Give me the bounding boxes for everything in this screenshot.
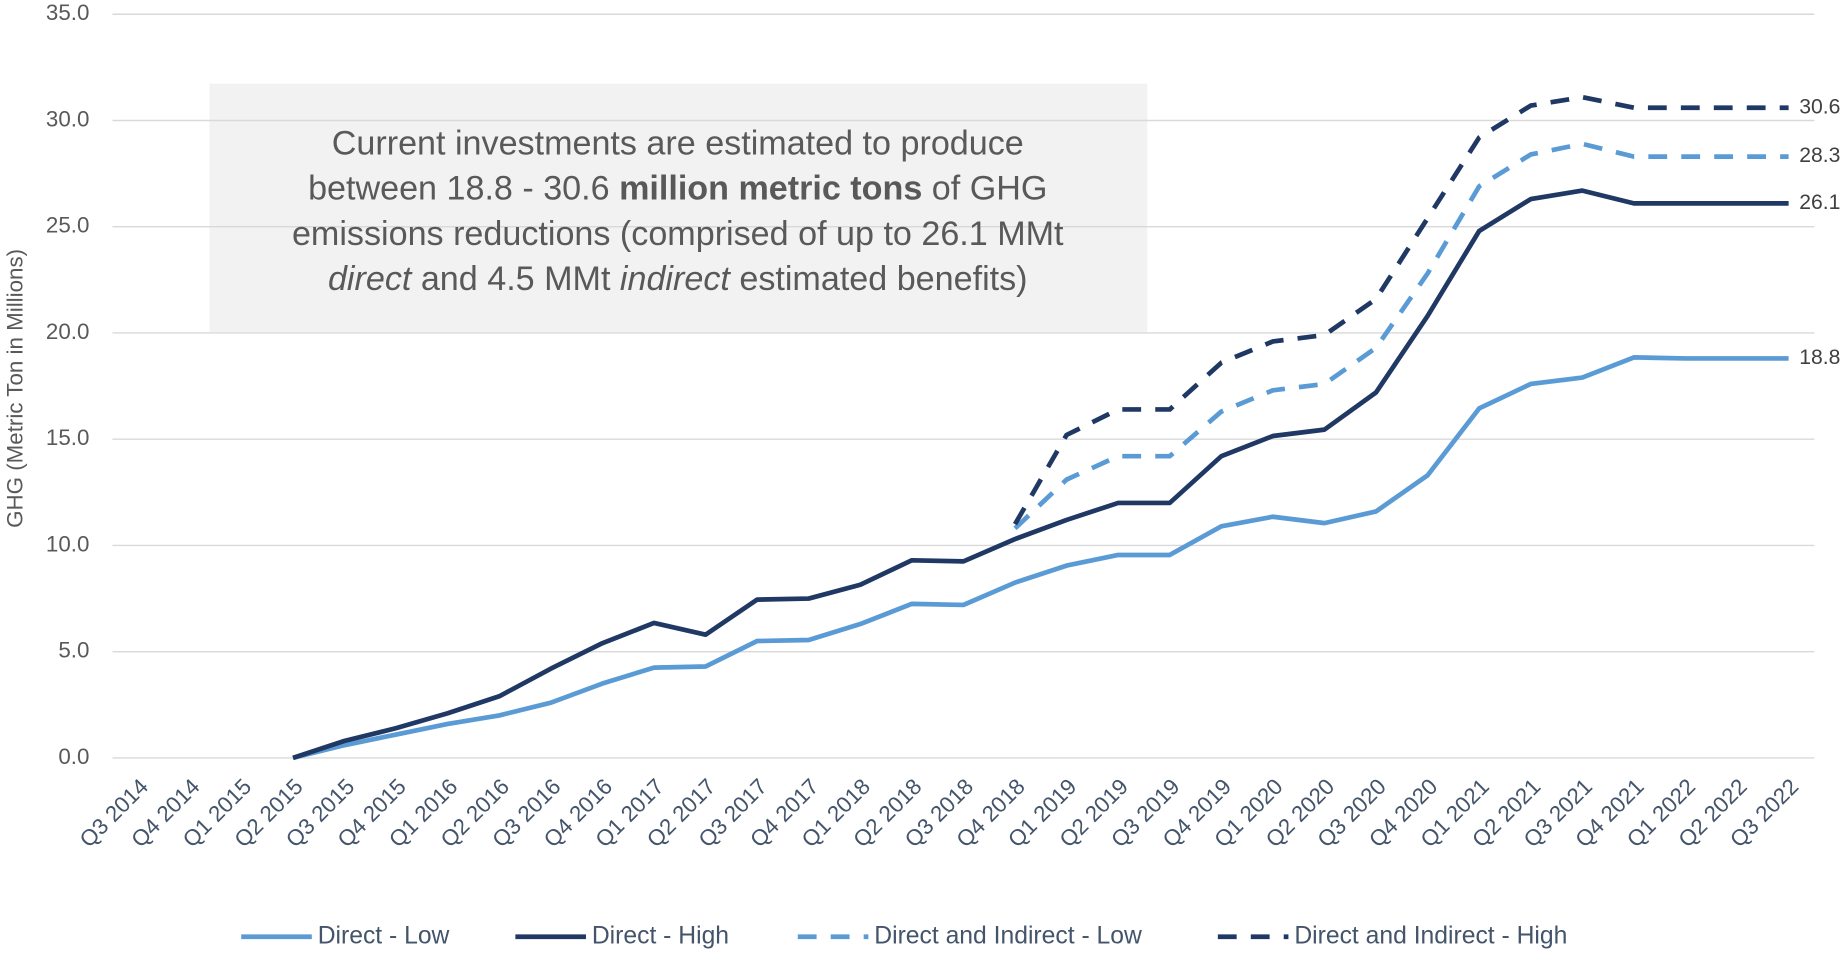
y-tick-label: 35.0 [46, 0, 89, 25]
y-tick-label: 0.0 [58, 744, 89, 769]
legend-label: Direct and Indirect - High [1294, 922, 1567, 949]
line-series [1013, 141, 1789, 531]
data-label: 18.8 [1799, 346, 1840, 369]
annotation-text: between 18.8 - 30.6 [308, 170, 619, 208]
y-tick-label: 30.0 [46, 106, 89, 131]
y-tick-label: 5.0 [58, 638, 89, 663]
annotation-text: and 4.5 MMt [411, 260, 620, 298]
legend-label: Direct - High [592, 922, 729, 949]
annotation-text: direct [328, 260, 413, 298]
annotation-text: indirect [620, 260, 731, 298]
line-series [292, 355, 1789, 761]
annotation-text: million metric tons [619, 170, 922, 208]
line-series [1012, 94, 1789, 526]
annotation-text: Current investments are estimated to pro… [332, 124, 1024, 162]
y-tick-label: 15.0 [46, 425, 89, 450]
y-tick-label: 10.0 [46, 531, 89, 556]
y-tick-label: 25.0 [46, 213, 89, 238]
legend-label: Direct - Low [318, 922, 450, 949]
annotation-box [209, 83, 1148, 332]
data-label: 30.6 [1799, 95, 1840, 118]
annotation-text: estimated benefits) [730, 260, 1028, 298]
y-axis-label: GHG (Metric Ton in Millions) [2, 249, 27, 528]
data-label: 26.1 [1799, 191, 1840, 214]
annotation-text: of GHG [922, 170, 1047, 208]
data-label: 28.3 [1799, 144, 1840, 167]
y-tick-label: 20.0 [46, 319, 89, 344]
annotation: Current investments are estimated to pro… [292, 124, 1064, 298]
line-series [292, 188, 1789, 761]
legend-label: Direct and Indirect - Low [874, 922, 1142, 949]
annotation-text: emissions reductions (comprised of up to… [292, 215, 1064, 253]
